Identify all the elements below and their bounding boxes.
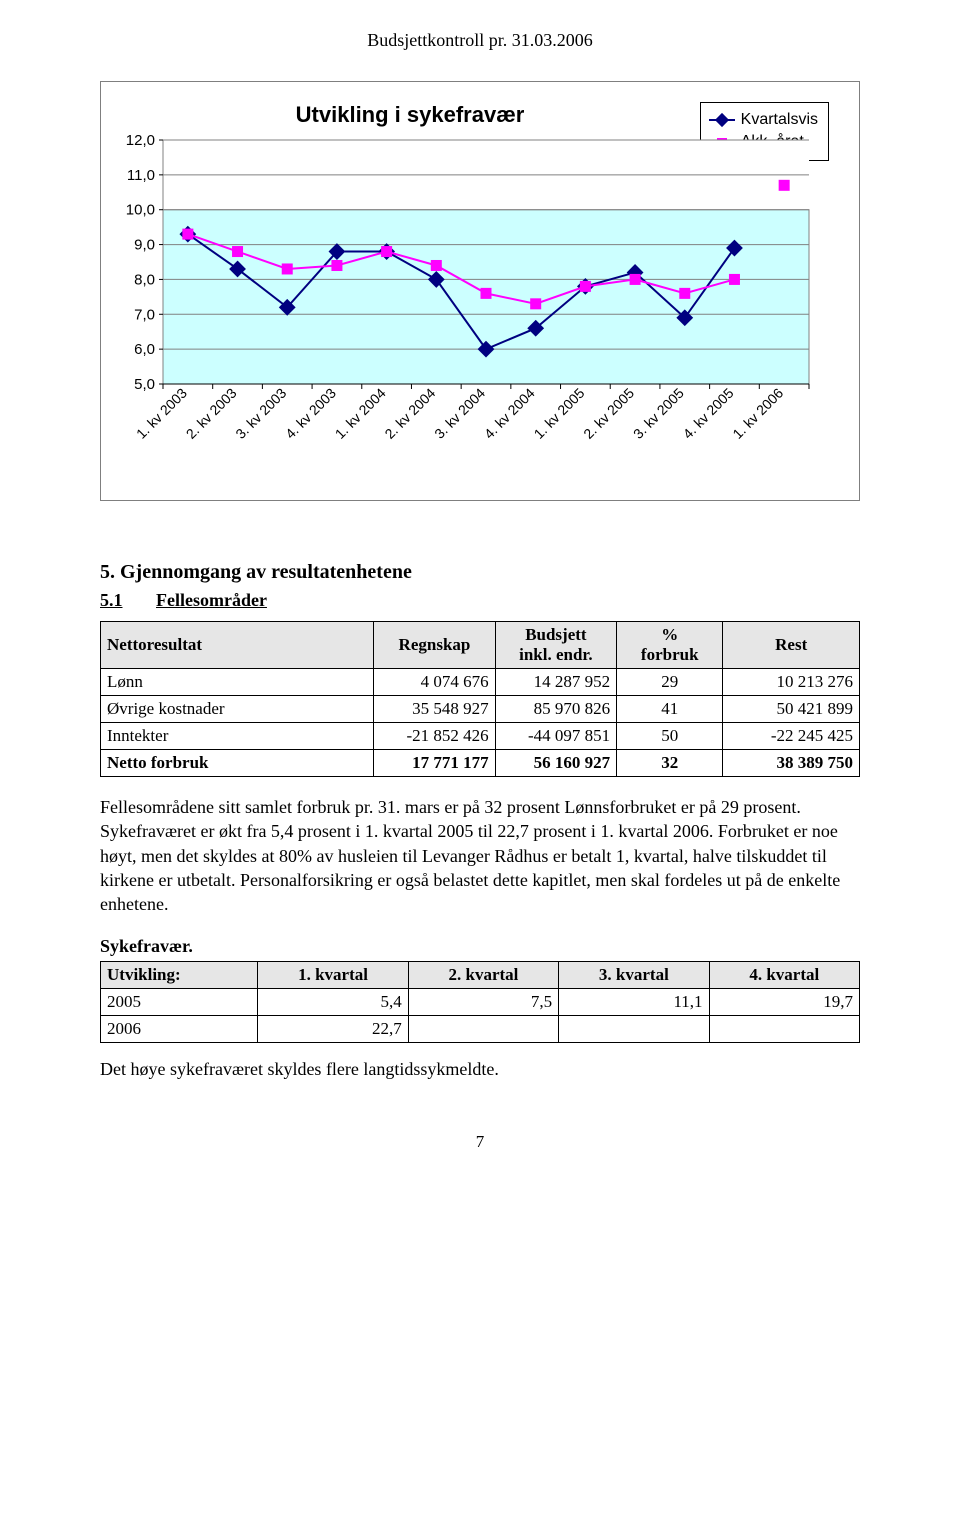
svg-text:4. kv 2005: 4. kv 2005 [680, 385, 737, 442]
cell: 35 548 927 [374, 696, 495, 723]
cell: 50 421 899 [723, 696, 860, 723]
col-budsjett: Budsjettinkl. endr. [495, 622, 616, 669]
col-rest: Rest [723, 622, 860, 669]
cell: 2006 [101, 1016, 258, 1043]
cell: 41 [617, 696, 723, 723]
cell: 11,1 [559, 989, 709, 1016]
cell: 17 771 177 [374, 750, 495, 777]
svg-text:4. kv 2004: 4. kv 2004 [481, 385, 538, 442]
col-q1: 1. kvartal [258, 962, 408, 989]
cell: 14 287 952 [495, 669, 616, 696]
cell [709, 1016, 859, 1043]
subheading-text: Fellesområder [156, 590, 267, 610]
sykefravaer-heading: Sykefravær. [100, 936, 860, 957]
table-row: 200622,7 [101, 1016, 860, 1043]
table-row: Netto forbruk17 771 17756 160 9273238 38… [101, 750, 860, 777]
cell: Netto forbruk [101, 750, 374, 777]
cell: 5,4 [258, 989, 408, 1016]
cell: 2005 [101, 989, 258, 1016]
cell [408, 1016, 558, 1043]
cell: 56 160 927 [495, 750, 616, 777]
table-row: Lønn4 074 67614 287 9522910 213 276 [101, 669, 860, 696]
cell: 19,7 [709, 989, 859, 1016]
cell: 38 389 750 [723, 750, 860, 777]
table-row: 20055,47,511,119,7 [101, 989, 860, 1016]
svg-text:1. kv 2003: 1. kv 2003 [133, 385, 190, 442]
paragraph-sykefravaer: Det høye sykefraværet skyldes flere lang… [100, 1057, 860, 1081]
svg-text:10,0: 10,0 [126, 202, 155, 219]
subheading-number: 5.1 [100, 590, 156, 611]
nettoresultat-table: Nettoresultat Regnskap Budsjettinkl. end… [100, 621, 860, 777]
page-number: 7 [100, 1132, 860, 1152]
col-q2: 2. kvartal [408, 962, 558, 989]
cell: 22,7 [258, 1016, 408, 1043]
svg-text:1. kv 2005: 1. kv 2005 [531, 385, 588, 442]
cell: -21 852 426 [374, 723, 495, 750]
svg-text:11,0: 11,0 [127, 167, 155, 184]
svg-text:4. kv 2003: 4. kv 2003 [282, 385, 339, 442]
cell: 32 [617, 750, 723, 777]
svg-text:3. kv 2003: 3. kv 2003 [232, 385, 289, 442]
cell: 50 [617, 723, 723, 750]
cell [559, 1016, 709, 1043]
section5-heading: 5. Gjennomgang av resultatenhetene [100, 561, 860, 584]
svg-text:6,0: 6,0 [134, 341, 155, 358]
col-q4: 4. kvartal [709, 962, 859, 989]
cell: Inntekter [101, 723, 374, 750]
svg-text:2. kv 2003: 2. kv 2003 [183, 385, 240, 442]
col-regnskap: Regnskap [374, 622, 495, 669]
svg-text:7,0: 7,0 [134, 306, 155, 323]
doc-title: Budsjettkontroll pr. 31.03.2006 [100, 30, 860, 51]
svg-text:2. kv 2005: 2. kv 2005 [580, 385, 637, 442]
chart-plot-area: 5,06,07,08,09,010,011,012,01. kv 20032. … [115, 96, 819, 476]
svg-text:12,0: 12,0 [126, 132, 155, 149]
section5-1-heading: 5.1Fellesområder [100, 590, 860, 611]
cell: 10 213 276 [723, 669, 860, 696]
svg-text:2. kv 2004: 2. kv 2004 [381, 385, 438, 442]
svg-text:5,0: 5,0 [134, 376, 155, 393]
cell: -22 245 425 [723, 723, 860, 750]
cell: 85 970 826 [495, 696, 616, 723]
cell: Øvrige kostnader [101, 696, 374, 723]
svg-text:3. kv 2004: 3. kv 2004 [431, 385, 488, 442]
svg-text:3. kv 2005: 3. kv 2005 [630, 385, 687, 442]
chart-sykefravaer: Utvikling i sykefravær Kvartalsvis Akk. … [100, 81, 860, 501]
col-q3: 3. kvartal [559, 962, 709, 989]
sykefravaer-table: Utvikling: 1. kvartal 2. kvartal 3. kvar… [100, 961, 860, 1043]
cell: 4 074 676 [374, 669, 495, 696]
cell: 29 [617, 669, 723, 696]
svg-text:8,0: 8,0 [134, 271, 155, 288]
cell: 7,5 [408, 989, 558, 1016]
paragraph-fellesomrader: Fellesområdene sitt samlet forbruk pr. 3… [100, 795, 860, 916]
table-row: Inntekter-21 852 426-44 097 85150-22 245… [101, 723, 860, 750]
svg-text:1. kv 2004: 1. kv 2004 [332, 385, 389, 442]
table-row: Øvrige kostnader35 548 92785 970 8264150… [101, 696, 860, 723]
svg-text:1. kv 2006: 1. kv 2006 [729, 385, 786, 442]
cell: Lønn [101, 669, 374, 696]
svg-text:9,0: 9,0 [134, 237, 155, 254]
col-nettoresultat: Nettoresultat [101, 622, 374, 669]
cell: -44 097 851 [495, 723, 616, 750]
col-pct-forbruk: %forbruk [617, 622, 723, 669]
col-utvikling: Utvikling: [101, 962, 258, 989]
